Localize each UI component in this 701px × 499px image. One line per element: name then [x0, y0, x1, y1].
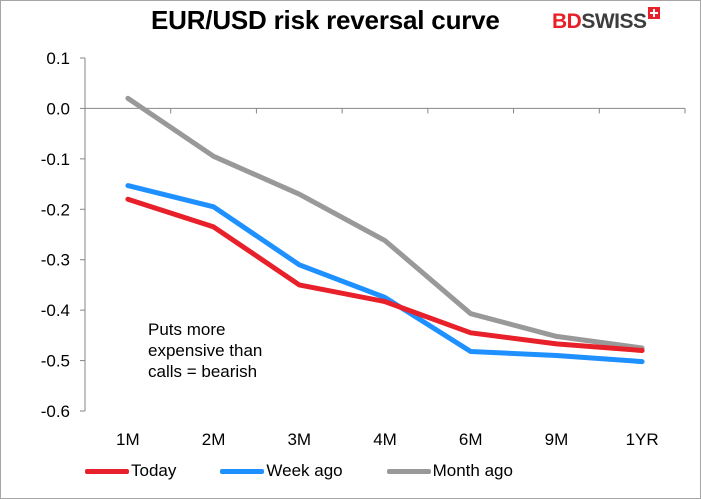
legend: Today Week ago Month ago [85, 460, 513, 482]
series-line-today [125, 196, 645, 353]
logo-text-dark: SWISS [581, 10, 647, 33]
y-tick-label: -0.6 [41, 402, 70, 421]
logo-text-red: BD [552, 10, 582, 33]
legend-item: Month ago [386, 461, 513, 481]
series-line-month-ago [125, 95, 645, 351]
legend-label: Today [131, 461, 177, 480]
plus-icon [647, 7, 660, 19]
y-tick-label: -0.5 [41, 352, 70, 371]
legend-label: Week ago [266, 461, 343, 480]
chart-title: EUR/USD risk reversal curve [151, 5, 500, 35]
chart-annotation: Puts more expensive than calls = bearish [148, 320, 263, 381]
y-tick-labels: 0.1 0.0 -0.1 -0.2 -0.3 -0.4 -0.5 -0.6 [41, 49, 70, 421]
x-tick-label: 2M [202, 430, 226, 449]
series-line-week-ago [125, 183, 645, 365]
y-tick-label: -0.1 [41, 150, 70, 169]
legend-swatch [386, 468, 431, 474]
y-tick-label: -0.4 [41, 301, 70, 320]
x-tick-label: 1YR [626, 430, 659, 449]
y-tick-label: 0.1 [46, 49, 70, 68]
x-tick-label: 9M [545, 430, 569, 449]
legend-item: Today [85, 461, 176, 481]
y-tick-label: -0.3 [41, 251, 70, 270]
x-tick-label: 1M [116, 430, 140, 449]
x-tick-label: 4M [373, 430, 397, 449]
legend-label: Month ago [432, 461, 513, 480]
y-tick-label: 0.0 [46, 99, 70, 118]
axes [80, 57, 686, 412]
x-tick-labels: 1M 2M 3M 4M 6M 9M 1YR [116, 430, 659, 449]
legend-swatch [85, 468, 129, 474]
x-tick-label: 6M [459, 430, 483, 449]
series-lines [125, 95, 645, 365]
legend-swatch [220, 468, 265, 474]
bdswiss-logo: BDSWISS [552, 7, 660, 36]
y-tick-label: -0.2 [41, 200, 70, 219]
legend-item: Week ago [220, 461, 343, 481]
x-tick-label: 3M [287, 430, 311, 449]
